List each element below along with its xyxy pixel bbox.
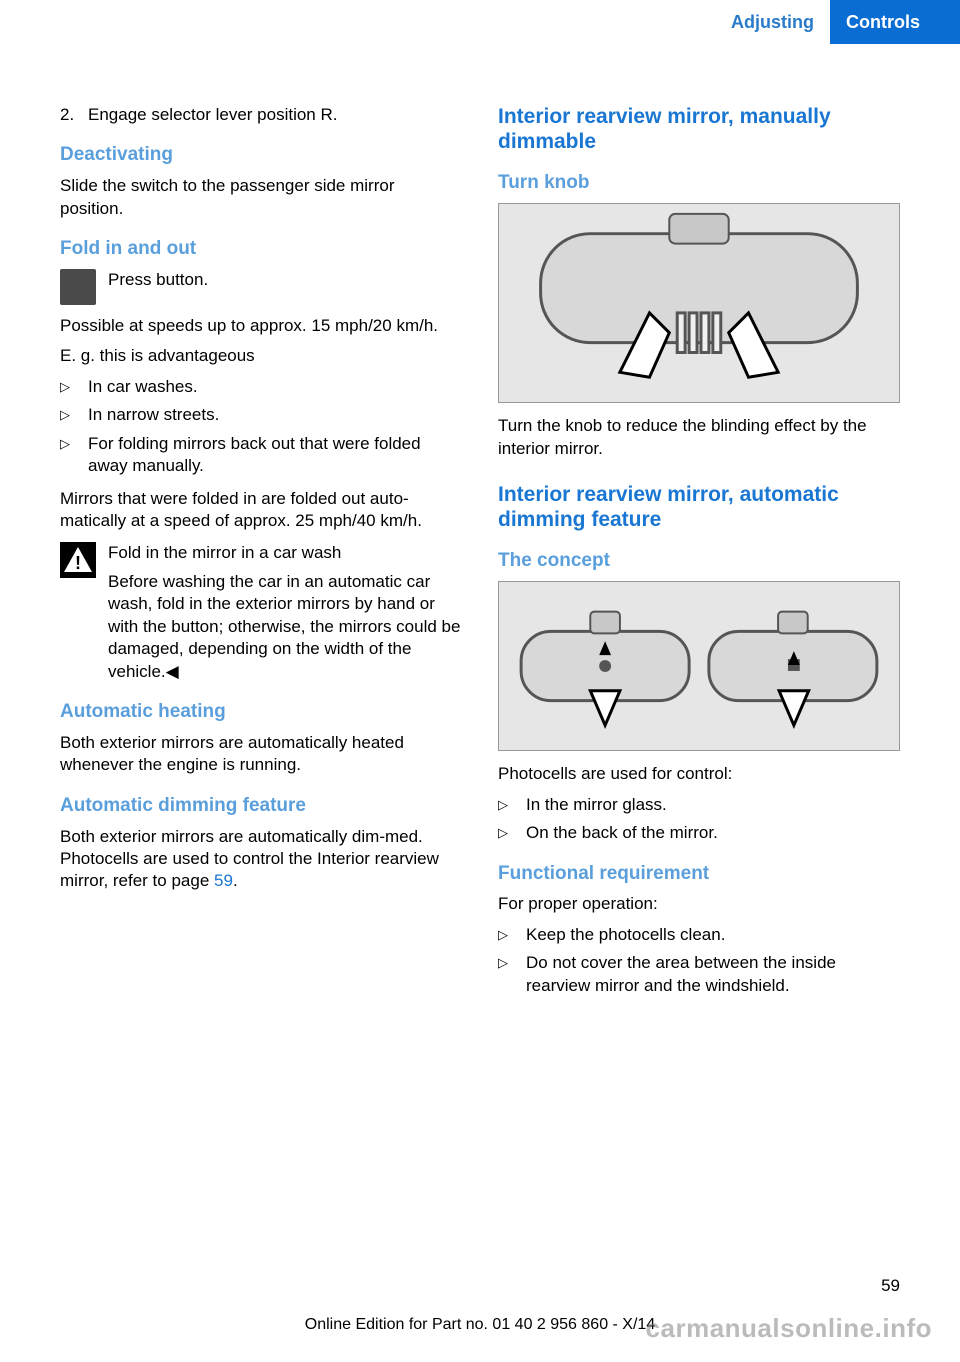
list-item: ▷On the back of the mirror. <box>498 822 900 844</box>
watermark: carmanualsonline.info <box>646 1313 932 1344</box>
list-text: On the back of the mirror. <box>526 822 718 844</box>
page: Adjusting Controls 2. Engage selector le… <box>0 0 960 1362</box>
list-item: 2. Engage selector lever position R. <box>60 104 462 126</box>
list-item: ▷In narrow streets. <box>60 404 462 426</box>
bullet-icon: ▷ <box>498 822 526 844</box>
warning-block: ! Fold in the mirror in a car wash Befor… <box>60 542 462 683</box>
page-number: 59 <box>881 1276 900 1296</box>
heading-fold-in-out: Fold in and out <box>60 238 462 261</box>
bullet-list: ▷In car washes. ▷In narrow streets. ▷For… <box>60 376 462 478</box>
list-number: 2. <box>60 104 88 126</box>
right-column: Interior rearview mirror, manually dimma… <box>498 104 900 1242</box>
list-item: ▷Keep the photocells clean. <box>498 924 900 946</box>
heading-interior-mirror-manual: Interior rearview mirror, manually dimma… <box>498 104 900 154</box>
heading-auto-heating: Automatic heating <box>60 701 462 724</box>
warning-text: Before washing the car in an automatic c… <box>108 572 460 681</box>
list-text: In the mirror glass. <box>526 794 667 816</box>
body-text: Both exterior mirrors are automatically … <box>60 732 462 777</box>
breadcrumb-section: Adjusting <box>715 0 830 44</box>
bullet-icon: ▷ <box>498 794 526 816</box>
list-item: ▷In car washes. <box>60 376 462 398</box>
body-text: For proper operation: <box>498 893 900 915</box>
heading-functional-req: Functional requirement <box>498 863 900 886</box>
heading-the-concept: The concept <box>498 550 900 573</box>
page-ref-link[interactable]: 59 <box>214 871 233 890</box>
bullet-icon: ▷ <box>60 376 88 398</box>
bullet-list: ▷In the mirror glass. ▷On the back of th… <box>498 794 900 845</box>
warning-icon: ! <box>60 542 96 578</box>
breadcrumb-chapter: Controls <box>830 0 960 44</box>
figure-manual-mirror <box>498 203 900 403</box>
instruction-text: Press button. <box>108 269 208 291</box>
warning-header: ! Fold in the mirror in a car wash Befor… <box>60 542 462 683</box>
content-columns: 2. Engage selector lever position R. Dea… <box>60 104 900 1242</box>
list-text: In narrow streets. <box>88 404 219 426</box>
bullet-icon: ▷ <box>498 952 526 997</box>
list-item: ▷Do not cover the area between the insid… <box>498 952 900 997</box>
list-text: Engage selector lever position R. <box>88 104 337 126</box>
bullet-icon: ▷ <box>498 924 526 946</box>
heading-interior-mirror-auto: Interior rearview mirror, automatic dimm… <box>498 482 900 532</box>
body-text: Mirrors that were folded in are folded o… <box>60 488 462 533</box>
figure-auto-mirror <box>498 581 900 751</box>
body-text: E. g. this is advantageous <box>60 345 462 367</box>
figure-caption: Turn the knob to reduce the blinding eff… <box>498 415 900 460</box>
body-text-post: . <box>233 871 238 890</box>
body-text: Slide the switch to the passenger side m… <box>60 175 462 220</box>
list-item: ▷In the mirror glass. <box>498 794 900 816</box>
bullet-list: ▷Keep the photocells clean. ▷Do not cove… <box>498 924 900 997</box>
body-text: Both exterior mirrors are automatically … <box>60 826 462 893</box>
bullet-icon: ▷ <box>60 433 88 478</box>
heading-deactivating: Deactivating <box>60 144 462 167</box>
heading-turn-knob: Turn knob <box>498 172 900 195</box>
svg-text:!: ! <box>75 553 81 573</box>
figure-caption: Photocells are used for control: <box>498 763 900 785</box>
body-text: Possible at speeds up to approx. 15 mph/… <box>60 315 462 337</box>
warning-body: Fold in the mirror in a car wash Before … <box>108 542 462 683</box>
list-text: For folding mirrors back out that were f… <box>88 433 462 478</box>
list-text: Do not cover the area between the inside… <box>526 952 900 997</box>
list-text: Keep the photocells clean. <box>526 924 725 946</box>
icon-instruction: Press button. <box>60 269 462 305</box>
bullet-icon: ▷ <box>60 404 88 426</box>
left-column: 2. Engage selector lever position R. Dea… <box>60 104 462 1242</box>
body-text-pre: Both exterior mirrors are automatically … <box>60 827 439 891</box>
list-item: ▷For folding mirrors back out that were … <box>60 433 462 478</box>
header-breadcrumb: Adjusting Controls <box>715 0 960 44</box>
list-text: In car washes. <box>88 376 198 398</box>
warning-title: Fold in the mirror in a car wash <box>108 542 462 564</box>
heading-auto-dimming: Automatic dimming feature <box>60 795 462 818</box>
button-icon <box>60 269 96 305</box>
